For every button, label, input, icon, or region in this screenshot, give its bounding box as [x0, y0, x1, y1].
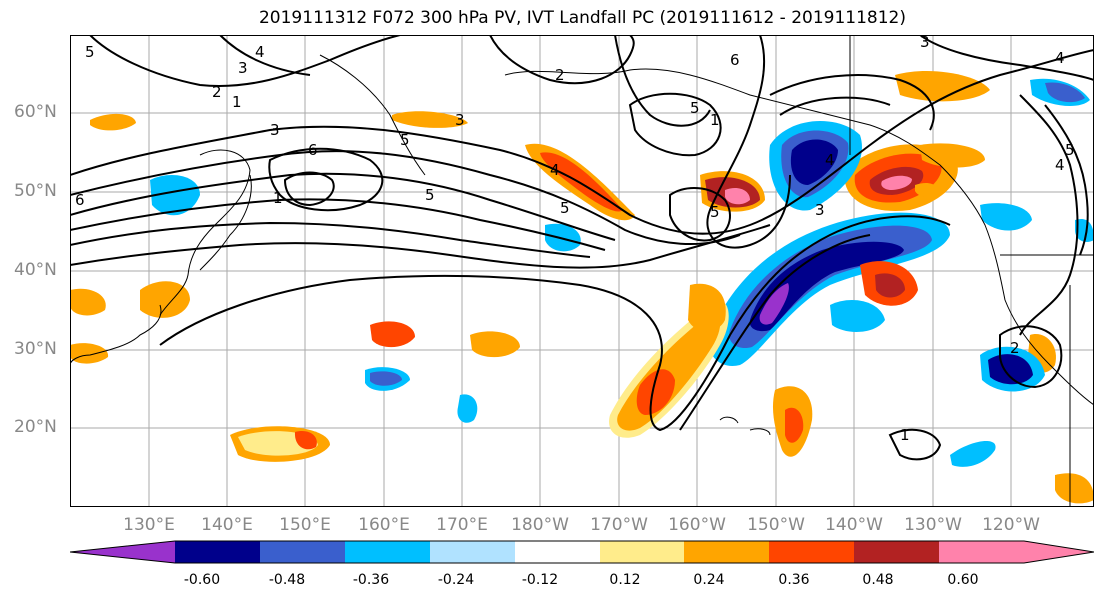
contour-label: 4	[1055, 156, 1065, 174]
contour-label: 1	[900, 426, 910, 444]
lon-label-130w: 130°W	[904, 515, 962, 535]
contour-label: 3	[920, 35, 930, 51]
colorbar-segment	[684, 541, 769, 563]
colorbar-segment	[260, 541, 345, 563]
colorbar-tick-label: 0.60	[947, 572, 979, 588]
contour-label: 5	[85, 43, 95, 61]
colorbar-outline	[70, 540, 1094, 564]
map-canvas: 5 4 3 2 1 3 6 5 1 5 6 5 2 4 3 6 1 5 5 4 …	[70, 35, 1094, 507]
colorbar-segment	[515, 541, 600, 563]
contour-label: 4	[825, 151, 835, 169]
ivt-anomaly-fill	[70, 70, 1094, 504]
colorbar-segment	[70, 541, 175, 563]
contour-label: 4	[255, 43, 265, 61]
contour-label: 3	[455, 111, 465, 129]
lat-label-50n: 50°N	[14, 181, 57, 201]
lat-label-30n: 30°N	[14, 339, 57, 359]
colorbar-tick-label: 0.48	[862, 572, 894, 588]
colorbar-tick-label: 0.36	[778, 572, 810, 588]
contour-label: 5	[1065, 141, 1075, 159]
lat-label-20n: 20°N	[14, 417, 57, 437]
contour-labels: 5 4 3 2 1 3 6 5 1 5 6 5 2 4 3 6 1 5 5 4 …	[75, 35, 1075, 444]
lon-label-140e: 140°E	[201, 515, 253, 535]
lon-label-130e: 130°E	[123, 515, 175, 535]
colorbar-tick-label: -0.12	[521, 572, 559, 588]
map-title: 2019111312 F072 300 hPa PV, IVT Landfall…	[258, 8, 906, 28]
colorbar-segment	[175, 541, 260, 563]
colorbar-segment	[600, 541, 684, 563]
map-panel: 5 4 3 2 1 3 6 5 1 5 6 5 2 4 3 6 1 5 5 4 …	[70, 35, 1094, 507]
contour-label: 5	[560, 199, 570, 217]
contour-label: 4	[550, 161, 560, 179]
contour-label: 6	[75, 191, 85, 209]
colorbar-tick-label: 0.12	[609, 572, 641, 588]
lon-label-170w: 170°W	[590, 515, 648, 535]
colorbar-tick-label: -0.24	[437, 572, 475, 588]
contour-label: 5	[690, 99, 700, 117]
colorbar-segment	[430, 541, 515, 563]
lon-label-150e: 150°E	[279, 515, 331, 535]
colorbar-tick-label: -0.48	[268, 572, 306, 588]
contour-label: 3	[815, 201, 825, 219]
contour-label: 2	[212, 83, 222, 101]
contour-label: 1	[273, 189, 283, 207]
lon-label-170e: 170°E	[436, 515, 488, 535]
lat-label-40n: 40°N	[14, 260, 57, 280]
lon-label-120w: 120°W	[982, 515, 1040, 535]
colorbar-segment	[345, 541, 430, 563]
colorbar-segment	[769, 541, 854, 563]
contour-label: 5	[425, 186, 435, 204]
colorbar	[70, 540, 1094, 564]
colorbar-tick-label: 0.24	[693, 572, 725, 588]
lat-label-60n: 60°N	[14, 102, 57, 122]
colorbar-segment	[939, 541, 1094, 563]
contour-label: 1	[232, 93, 242, 111]
contour-label: 1	[710, 111, 720, 129]
lon-label-180w: 180°W	[511, 515, 569, 535]
contour-label: 5	[710, 203, 720, 221]
contour-label: 5	[400, 131, 410, 149]
colorbar-segment	[854, 541, 939, 563]
contour-label: 2	[1010, 339, 1020, 357]
contour-label: 4	[1055, 49, 1065, 67]
contour-label: 6	[730, 51, 740, 69]
lon-label-140w: 140°W	[825, 515, 883, 535]
contour-label: 2	[555, 66, 565, 84]
contour-label: 6	[308, 141, 318, 159]
contour-label: 3	[270, 121, 280, 139]
lon-label-150w: 150°W	[747, 515, 805, 535]
colorbar-tick-label: -0.60	[183, 572, 221, 588]
pv-contours	[70, 35, 1094, 461]
lon-label-160e: 160°E	[358, 515, 410, 535]
colorbar-tick-label: -0.36	[352, 572, 390, 588]
lon-label-160w: 160°W	[668, 515, 726, 535]
map-border	[70, 35, 1094, 507]
coastlines	[70, 35, 1094, 507]
contour-label: 3	[238, 59, 248, 77]
